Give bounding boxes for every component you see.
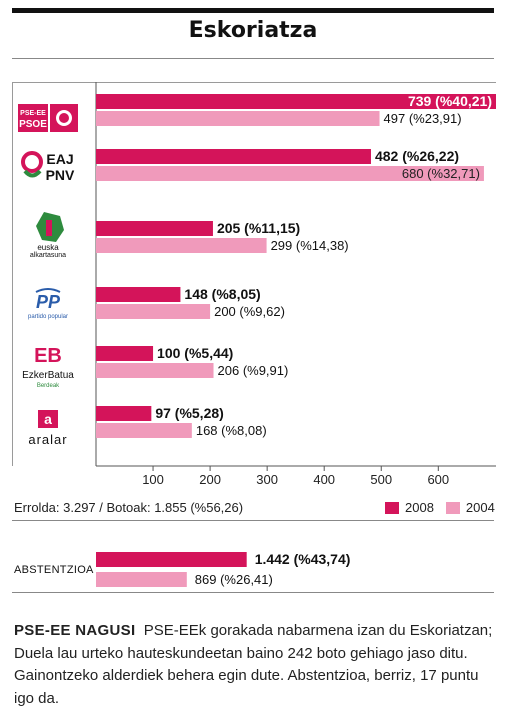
chart-panel bbox=[12, 82, 496, 466]
pp-logo-icon: PP partido popular bbox=[12, 280, 84, 328]
bar-label-2004-4: 206 (%9,91) bbox=[218, 363, 289, 378]
census-text: Errolda: 3.297 / Botoak: 1.855 (%56,26) bbox=[14, 500, 244, 515]
bar-2008-5 bbox=[96, 406, 152, 421]
eb-logo-text2: Berdeak bbox=[37, 383, 60, 389]
x-tick-label-200: 200 bbox=[199, 472, 221, 487]
aralar-logo-icon: a aralar bbox=[12, 404, 84, 452]
bar-label-2008-1: 482 (%26,22) bbox=[375, 148, 459, 164]
bar-2008-2 bbox=[96, 221, 213, 236]
bar-2004-2 bbox=[96, 238, 267, 253]
abstention-divider bbox=[12, 592, 494, 593]
legend-label-2004: 2004 bbox=[465, 500, 495, 515]
aralar-logo-text: aralar bbox=[28, 432, 67, 447]
bar-2008-4 bbox=[96, 346, 154, 361]
pp-logo-text1: PP bbox=[36, 292, 61, 312]
abstention-label-2008: 1.442 (%43,74) bbox=[255, 551, 351, 567]
bar-2004-3 bbox=[96, 304, 211, 319]
pse-logo-text1: PSE-EE bbox=[20, 110, 46, 117]
bar-2004-4 bbox=[96, 363, 214, 378]
pse-logo-icon: PSE-EE PSOE bbox=[12, 94, 84, 142]
eaj-logo-text1: EAJ bbox=[46, 151, 73, 167]
bar-2008-0 bbox=[96, 94, 496, 109]
bar-2008-3 bbox=[96, 287, 181, 302]
ea-logo-text2: alkartasuna bbox=[30, 252, 66, 258]
bar-2004-5 bbox=[96, 423, 192, 438]
bar-2004-1 bbox=[96, 166, 484, 181]
bar-label-2008-3: 148 (%8,05) bbox=[184, 286, 260, 302]
bar-2008-1 bbox=[96, 149, 371, 164]
svg-text:a: a bbox=[44, 411, 52, 427]
bar-label-2008-0: 739 (%40,21) bbox=[408, 93, 492, 109]
legend-swatch-2008 bbox=[385, 501, 399, 514]
ezkerbatua-logo-icon: EB EzkerBatua Berdeak bbox=[12, 342, 84, 390]
eb-logo-text1: EzkerBatua bbox=[22, 370, 74, 381]
pse-logo-text2: PSOE bbox=[19, 119, 47, 130]
pp-logo-text2: partido popular bbox=[28, 314, 68, 320]
legend-swatch-2004 bbox=[445, 501, 460, 514]
ea-logo-text1: euska bbox=[37, 243, 59, 252]
chart-title: Eskoriatza bbox=[188, 18, 318, 43]
x-tick-label-300: 300 bbox=[256, 472, 278, 487]
title-divider bbox=[12, 58, 494, 59]
svg-text:EB: EB bbox=[34, 345, 62, 367]
abstention-label: ABSTENTZIOA bbox=[14, 564, 94, 576]
top-rule bbox=[12, 8, 494, 13]
legend: 2008 2004 bbox=[385, 500, 495, 515]
x-tick-label-600: 600 bbox=[427, 472, 449, 487]
abstention-chart: 1.442 (%43,74) 869 (%26,41) bbox=[96, 551, 351, 587]
x-tick-label-100: 100 bbox=[142, 472, 164, 487]
eaj-logo-text2: PNV bbox=[46, 167, 75, 183]
bar-label-2004-2: 299 (%14,38) bbox=[271, 238, 349, 253]
eaj-pnv-logo-icon: EAJ PNV bbox=[12, 142, 84, 190]
x-tick-label-500: 500 bbox=[370, 472, 392, 487]
bar-label-2004-1: 680 (%32,71) bbox=[402, 166, 480, 181]
bar-chart: 739 (%40,21) 497 (%23,91) 482 (%26,22) 680 … bbox=[95, 82, 496, 487]
summary-lead: PSE-EE NAGUSI bbox=[14, 622, 136, 639]
bar-label-2004-5: 168 (%8,08) bbox=[196, 423, 267, 438]
summary-paragraph: PSE-EE NAGUSI PSE-EEk gorakada nabarmena… bbox=[14, 620, 494, 710]
bar-label-2004-3: 200 (%9,62) bbox=[214, 304, 285, 319]
bar-label-2008-5: 97 (%5,28) bbox=[155, 405, 223, 421]
bar-label-2008-4: 100 (%5,44) bbox=[157, 345, 233, 361]
abstention-bar-2004 bbox=[96, 572, 187, 587]
bar-label-2008-2: 205 (%11,15) bbox=[217, 220, 300, 236]
ea-logo-icon: euska alkartasuna bbox=[12, 210, 84, 258]
abstention-label-2004: 869 (%26,41) bbox=[195, 572, 273, 587]
bar-2004-0 bbox=[96, 111, 380, 126]
footer-divider bbox=[12, 520, 494, 521]
legend-label-2008: 2008 bbox=[405, 500, 434, 515]
summary-text: PSE-EEk gorakada nabarmena izan du Eskor… bbox=[14, 622, 493, 707]
x-tick-label-400: 400 bbox=[313, 472, 335, 487]
abstention-bar-2008 bbox=[96, 552, 247, 567]
bar-label-2004-0: 497 (%23,91) bbox=[384, 111, 462, 126]
